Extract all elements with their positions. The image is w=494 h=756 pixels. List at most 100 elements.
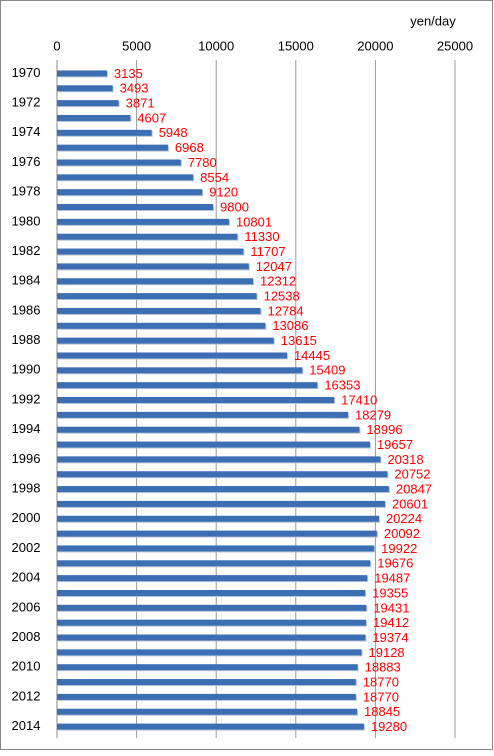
x-tick-label: 20000 (357, 38, 393, 53)
y-tick-label: 1994 (12, 421, 41, 436)
data-label: 13086 (272, 318, 308, 333)
bar (57, 129, 152, 136)
data-label: 19431 (373, 600, 409, 615)
bar (57, 426, 360, 433)
y-tick-label: 2004 (12, 570, 41, 585)
y-tick-label: 2002 (12, 540, 41, 555)
data-label: 19412 (373, 615, 409, 630)
data-label: 12312 (260, 274, 296, 289)
bar (57, 352, 287, 359)
y-tick-label: 1974 (12, 124, 41, 139)
bar (57, 575, 368, 582)
y-tick-label: 1992 (12, 391, 41, 406)
bar (57, 515, 379, 522)
y-tick-label: 2014 (12, 718, 41, 733)
data-label: 5948 (159, 125, 188, 140)
bar (57, 278, 254, 285)
data-label: 3871 (126, 96, 155, 111)
data-label: 20318 (387, 452, 423, 467)
y-tick-label: 1976 (12, 154, 41, 169)
bar (57, 649, 362, 656)
data-label: 12784 (268, 303, 304, 318)
bar (57, 486, 389, 493)
y-tick-label: 1998 (12, 481, 41, 496)
bar (57, 708, 358, 715)
data-label: 18996 (366, 422, 402, 437)
data-label: 12538 (264, 289, 300, 304)
bar (57, 218, 229, 225)
data-label: 20092 (384, 526, 420, 541)
y-tick-label: 2000 (12, 510, 41, 525)
bar (57, 144, 168, 151)
y-tick-label: 1990 (12, 362, 41, 377)
bar (57, 456, 381, 463)
bar (57, 589, 366, 596)
y-tick-label: 1980 (12, 213, 41, 228)
bar (57, 664, 358, 671)
y-tick-label: 2008 (12, 629, 41, 644)
data-label: 19280 (371, 719, 407, 734)
bar (57, 248, 244, 255)
y-tick-label: 1970 (12, 65, 41, 80)
data-label: 19355 (372, 585, 408, 600)
bar (57, 70, 107, 77)
data-label: 10801 (236, 214, 272, 229)
x-tick-label: 25000 (437, 38, 473, 53)
data-label: 11707 (250, 244, 285, 259)
y-tick-label: 2006 (12, 599, 41, 614)
data-label: 13615 (281, 333, 317, 348)
data-label: 3135 (114, 66, 143, 81)
data-label: 20847 (396, 482, 432, 497)
bar (57, 679, 356, 686)
bar (57, 604, 367, 611)
data-label: 18279 (355, 407, 391, 422)
bar (57, 100, 119, 107)
data-label: 20601 (392, 496, 428, 511)
y-tick-label: 1986 (12, 302, 41, 317)
y-tick-label: 2012 (12, 688, 41, 703)
bar (57, 307, 261, 314)
y-tick-label: 1996 (12, 451, 41, 466)
x-tick-label: 5000 (122, 38, 151, 53)
x-axis-label: yen/day (410, 13, 456, 28)
bar (57, 530, 377, 537)
data-label: 19922 (381, 541, 417, 556)
y-tick-label: 1972 (12, 95, 41, 110)
data-label: 11330 (244, 229, 279, 244)
data-label: 18845 (364, 704, 400, 719)
bar (57, 189, 203, 196)
bar (57, 382, 318, 389)
data-label: 16353 (324, 378, 360, 393)
data-label: 15409 (309, 363, 345, 378)
bar (57, 411, 349, 418)
data-label: 8554 (200, 170, 229, 185)
bar (57, 397, 335, 403)
x-tick-label: 10000 (198, 38, 234, 53)
data-label: 12047 (256, 259, 292, 274)
data-label: 3493 (120, 81, 149, 96)
bar (57, 693, 356, 700)
data-label: 20224 (386, 511, 422, 526)
data-label: 19487 (374, 571, 410, 586)
data-label: 14445 (294, 348, 330, 363)
bar (57, 471, 388, 478)
bar (57, 441, 370, 448)
bar (57, 367, 303, 374)
y-tick-label: 1982 (12, 243, 41, 258)
bar (57, 337, 274, 344)
bar (57, 322, 266, 329)
data-label: 18770 (363, 689, 399, 704)
data-label: 4607 (137, 110, 166, 125)
bar (57, 85, 113, 92)
y-tick-label: 1984 (12, 273, 41, 288)
bar (57, 634, 366, 641)
data-label: 19128 (369, 645, 405, 660)
bar (57, 500, 385, 507)
data-label: 19657 (377, 437, 413, 452)
data-label: 19676 (377, 556, 413, 571)
bar (57, 204, 214, 211)
y-tick-label: 2010 (12, 659, 41, 674)
bar (57, 159, 181, 166)
bar (57, 560, 371, 567)
x-tick-label: 0 (53, 38, 60, 53)
